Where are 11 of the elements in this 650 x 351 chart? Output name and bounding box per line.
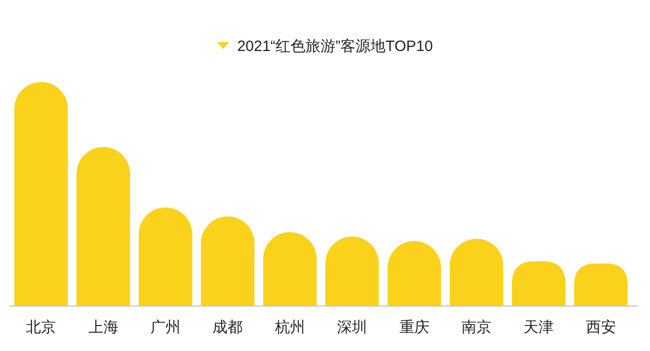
x-tick-label: 重庆	[399, 319, 430, 336]
x-tick-label: 成都	[212, 319, 243, 336]
x-tick-label: 南京	[462, 319, 492, 336]
legend-label: 2021“红色旅游”客源地TOP10	[237, 38, 433, 55]
x-tick-label: 西安	[586, 319, 616, 336]
x-tick-label: 北京	[26, 319, 56, 336]
x-tick-label: 杭州	[274, 319, 305, 336]
x-tick-label: 上海	[88, 319, 118, 336]
x-tick-label: 深圳	[337, 319, 368, 336]
x-tick-label: 广州	[150, 319, 180, 336]
x-tick-label: 天津	[524, 319, 554, 336]
